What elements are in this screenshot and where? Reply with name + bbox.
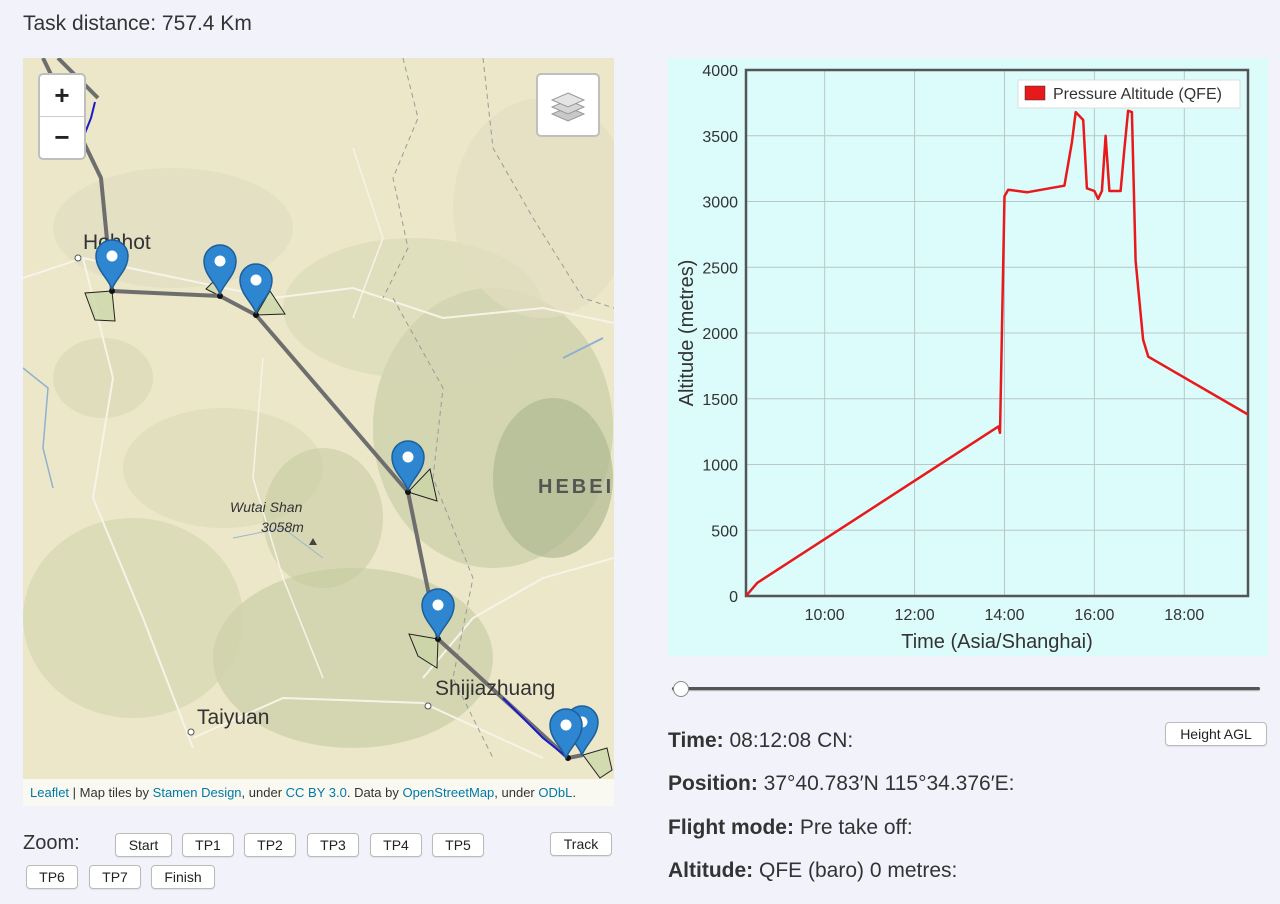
place-hebei: HEBEI bbox=[538, 476, 614, 498]
time-slider[interactable] bbox=[672, 681, 1260, 697]
task-distance: Task distance: 757.4 Km bbox=[23, 12, 252, 36]
task-distance-value: 757.4 Km bbox=[161, 12, 252, 35]
legend-box bbox=[1017, 79, 1241, 109]
height-agl-button[interactable]: Height AGL bbox=[1165, 722, 1267, 746]
place-wutai-shan: Wutai Shan bbox=[230, 499, 303, 515]
info-position-value: 37°40.783′N 115°34.376′E: bbox=[763, 772, 1015, 795]
turnpoint-marker-tp1[interactable] bbox=[202, 243, 238, 295]
time-slider-thumb[interactable] bbox=[673, 681, 689, 697]
map-panel[interactable]: Hohhot HEBEI Wutai Shan 3058m Shijiazhua… bbox=[23, 58, 614, 806]
time-slider-track[interactable] bbox=[672, 687, 1260, 690]
legend-swatch bbox=[1024, 85, 1046, 101]
info-time-value: 08:12:08 CN: bbox=[729, 729, 854, 752]
legend-label: Pressure Altitude (QFE) bbox=[1053, 86, 1222, 103]
y-tick-label: 2000 bbox=[702, 326, 738, 343]
y-tick-label: 2500 bbox=[702, 260, 738, 277]
info-altitude: Altitude: QFE (baro) 0 metres: bbox=[668, 859, 957, 883]
x-tick-label: 10:00 bbox=[805, 607, 845, 624]
x-tick-label: 12:00 bbox=[895, 607, 935, 624]
info-position: Position: 37°40.783′N 115°34.376′E: bbox=[668, 772, 1014, 796]
info-flight-mode: Flight mode: Pre take off: bbox=[668, 816, 913, 840]
attribution-text-period: . bbox=[572, 785, 576, 800]
info-altitude-value: QFE (baro) 0 metres: bbox=[759, 859, 958, 882]
zoom-tp7-button[interactable]: TP7 bbox=[89, 865, 141, 889]
info-altitude-label: Altitude: bbox=[668, 859, 754, 882]
attribution-text-under: , under bbox=[241, 785, 283, 800]
stamen-design-link[interactable]: Stamen Design bbox=[152, 785, 242, 800]
map-zoom-control: + − bbox=[38, 73, 86, 160]
zoom-start-button[interactable]: Start bbox=[115, 833, 172, 857]
place-wutai-elevation: 3058m bbox=[261, 519, 304, 535]
info-time-label: Time: bbox=[668, 729, 724, 752]
altitude-chart-svg[interactable]: 0 500 1000 1500 2000 2500 3000 3500 4000 10:00 12:… bbox=[668, 58, 1268, 656]
map-attribution: Leaflet | Map tiles by Stamen Design, un… bbox=[23, 779, 614, 806]
turnpoint-marker-tp2[interactable] bbox=[238, 262, 274, 314]
plot-frame bbox=[744, 68, 1250, 598]
zoom-finish-button[interactable]: Finish bbox=[151, 865, 215, 889]
attribution-text-tiles: | Map tiles by bbox=[72, 785, 150, 800]
altitude-chart[interactable]: 0 500 1000 1500 2000 2500 3000 3500 4000 10:00 12:… bbox=[668, 58, 1268, 656]
turnpoint-marker-tp4[interactable] bbox=[420, 587, 456, 639]
info-position-label: Position: bbox=[668, 772, 758, 795]
zoom-tp4-button[interactable]: TP4 bbox=[370, 833, 422, 857]
zoom-label: Zoom: bbox=[23, 832, 80, 854]
attribution-text-under-2: , under bbox=[494, 785, 535, 800]
cc-by-link[interactable]: CC BY 3.0 bbox=[285, 785, 347, 800]
attribution-text-data: . Data by bbox=[346, 785, 399, 800]
turnpoint-marker-finish[interactable] bbox=[548, 707, 584, 759]
zoom-out-button[interactable]: − bbox=[40, 116, 84, 158]
task-distance-label: Task distance: bbox=[23, 12, 157, 35]
turnpoint-marker-start[interactable] bbox=[94, 238, 130, 290]
x-axis-label: Time (Asia/Shanghai) bbox=[901, 631, 1093, 653]
place-taiyuan: Taiyuan bbox=[197, 706, 270, 729]
zoom-tp5-button[interactable]: TP5 bbox=[432, 833, 484, 857]
zoom-tp1-button[interactable]: TP1 bbox=[182, 833, 234, 857]
zoom-tp3-button[interactable]: TP3 bbox=[307, 833, 359, 857]
y-tick-label: 0 bbox=[729, 589, 738, 606]
openstreetmap-link[interactable]: OpenStreetMap bbox=[402, 785, 495, 800]
info-mode-label: Flight mode: bbox=[668, 816, 794, 839]
y-tick-label: 1500 bbox=[702, 392, 738, 409]
series-line-pressure-altitude bbox=[745, 109, 1249, 597]
place-shijiazhuang: Shijiazhuang bbox=[435, 677, 556, 700]
info-time: Time: 08:12:08 CN: bbox=[668, 729, 853, 753]
y-tick-label: 500 bbox=[711, 523, 738, 540]
odbl-link[interactable]: ODbL bbox=[538, 785, 573, 800]
y-tick-label: 3500 bbox=[702, 129, 738, 146]
layers-icon bbox=[550, 92, 586, 122]
leaflet-link[interactable]: Leaflet bbox=[30, 785, 70, 800]
zoom-tp6-button[interactable]: TP6 bbox=[26, 865, 78, 889]
x-tick-label: 18:00 bbox=[1164, 607, 1204, 624]
zoom-tp2-button[interactable]: TP2 bbox=[244, 833, 296, 857]
y-tick-label: 1000 bbox=[702, 458, 738, 475]
layers-button[interactable] bbox=[536, 73, 600, 137]
x-tick-label: 14:00 bbox=[984, 607, 1024, 624]
x-tick-label: 16:00 bbox=[1074, 607, 1114, 624]
y-tick-label: 4000 bbox=[702, 63, 738, 80]
turnpoint-marker-tp3[interactable] bbox=[390, 439, 426, 491]
zoom-in-button[interactable]: + bbox=[54, 80, 70, 110]
y-axis-label: Altitude (metres) bbox=[676, 260, 698, 407]
zoom-track-button[interactable]: Track bbox=[550, 832, 612, 856]
y-tick-label: 3000 bbox=[702, 195, 738, 212]
info-mode-value: Pre take off: bbox=[799, 816, 913, 839]
